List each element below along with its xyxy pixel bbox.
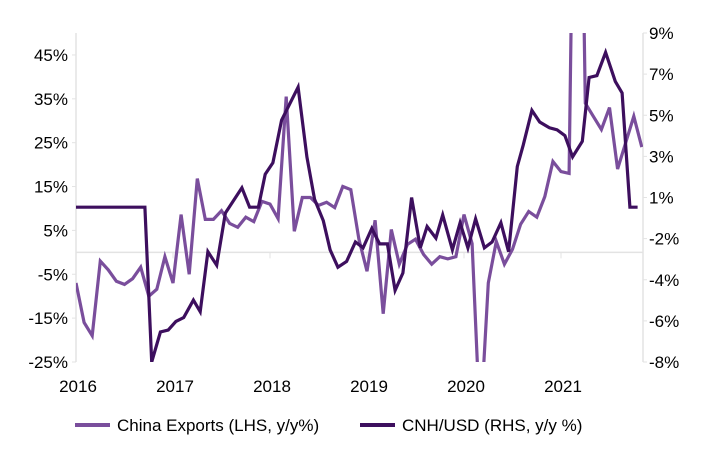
series-line-china-exports: [76, 0, 642, 428]
right-tick-label: -4%: [649, 271, 679, 290]
right-tick-label: 3%: [649, 147, 674, 166]
axes: [72, 33, 647, 362]
right-tick-label: 9%: [649, 24, 674, 43]
x-tick-label: 2016: [59, 377, 97, 396]
series-line-cnh-usd: [76, 52, 638, 362]
right-tick-label: -2%: [649, 230, 679, 249]
left-tick-label: -15%: [28, 309, 68, 328]
x-tick-label: 2017: [156, 377, 194, 396]
left-tick-label: 35%: [34, 90, 68, 109]
right-tick-label: -8%: [649, 353, 679, 372]
x-tick-label: 2021: [544, 377, 582, 396]
left-tick-label: 25%: [34, 134, 68, 153]
x-tick-label: 2019: [350, 377, 388, 396]
left-tick-label: 45%: [34, 46, 68, 65]
legend-label-cnh: CNH/USD (RHS, y/y %): [402, 416, 582, 435]
right-tick-label: 7%: [649, 65, 674, 84]
right-tick-label: -6%: [649, 312, 679, 331]
x-tick-label: 2018: [253, 377, 291, 396]
series: [76, 0, 642, 428]
left-tick-label: -5%: [38, 265, 68, 284]
left-tick-label: -25%: [28, 353, 68, 372]
x-tick-label: 2020: [447, 377, 485, 396]
legend: China Exports (LHS, y/y%) CNH/USD (RHS, …: [75, 416, 582, 435]
left-tick-label: 15%: [34, 178, 68, 197]
right-tick-label: 1%: [649, 189, 674, 208]
legend-label-exports: China Exports (LHS, y/y%): [117, 416, 319, 435]
right-tick-label: 5%: [649, 106, 674, 125]
left-tick-label: 5%: [43, 221, 68, 240]
